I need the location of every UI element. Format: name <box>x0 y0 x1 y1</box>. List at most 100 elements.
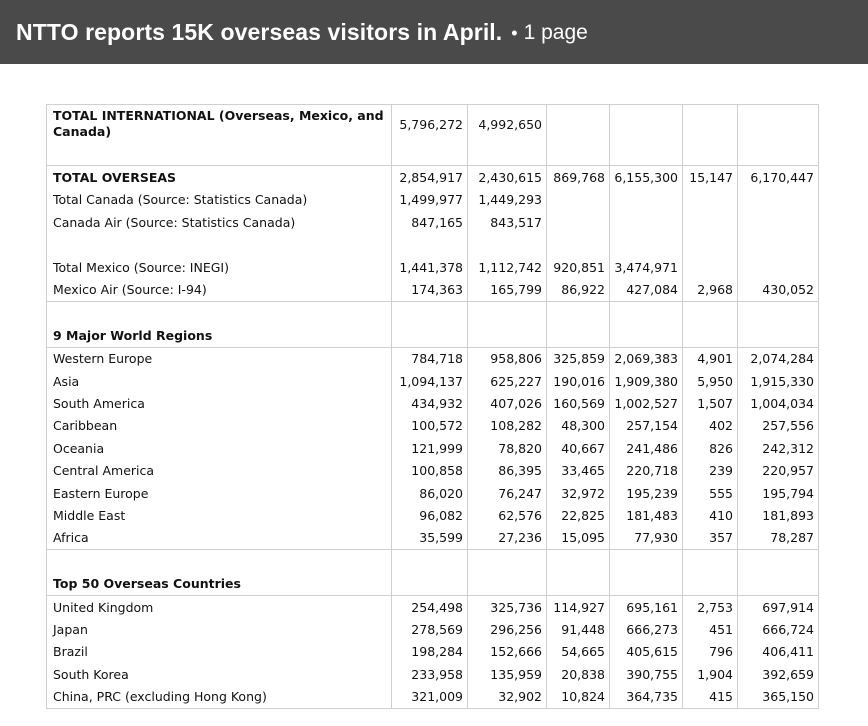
table-cell: 195,794 <box>737 481 819 505</box>
table-cell <box>682 572 738 596</box>
table-cell <box>737 233 819 256</box>
table-cell: 1,507 <box>682 392 738 415</box>
table-row: TOTAL INTERNATIONAL (Overseas, Mexico, a… <box>46 104 819 143</box>
table-row: Asia 1,094,137 625,227 190,016 1,909,380 5,95… <box>46 369 819 393</box>
row-label: Africa <box>46 526 392 550</box>
table-cell: 296,256 <box>467 618 547 641</box>
table-cell: 2,753 <box>682 594 738 619</box>
table-cell <box>609 188 683 212</box>
table-cell: 4,992,650 <box>467 104 547 143</box>
table-cell: 86,395 <box>467 459 547 482</box>
table-cell: 325,736 <box>467 594 547 619</box>
table-cell <box>391 300 468 325</box>
table-cell: 190,016 <box>546 369 610 393</box>
table-row: TOTAL OVERSEAS 2,854,917 2,430,615 869,768 6… <box>46 165 819 189</box>
table-cell: 32,902 <box>467 685 547 709</box>
table-cell <box>682 549 738 573</box>
table-cell: 22,825 <box>546 504 610 527</box>
row-label: Mexico Air (Source: I-94) <box>46 278 392 302</box>
row-label: TOTAL INTERNATIONAL (Overseas, Mexico, a… <box>46 104 392 143</box>
table-cell: 1,915,330 <box>737 369 819 393</box>
table-cell: 15,147 <box>682 165 738 189</box>
table-cell: 160,569 <box>546 392 610 415</box>
table-cell <box>737 572 819 596</box>
title-bar: NTTO reports 15K overseas visitors in Ap… <box>0 0 868 64</box>
table-cell: 40,667 <box>546 437 610 460</box>
row-label: Caribbean <box>46 414 392 438</box>
table-cell: 451 <box>682 618 738 641</box>
table-cell: 33,465 <box>546 459 610 482</box>
table-cell: 402 <box>682 414 738 438</box>
row-label: Total Canada (Source: Statistics Canada) <box>46 188 392 212</box>
table-cell: 555 <box>682 481 738 505</box>
table-cell: 198,284 <box>391 640 468 663</box>
table-row: 9 Major World Regions <box>46 324 819 348</box>
table-cell <box>546 104 610 143</box>
table-row: Oceania 121,999 78,820 40,667 241,486 826 242,… <box>46 437 819 460</box>
table-cell: 239 <box>682 459 738 482</box>
table-cell: 826 <box>682 437 738 460</box>
table-cell: 5,950 <box>682 369 738 393</box>
table-cell: 325,859 <box>546 346 610 370</box>
table-cell: 847,165 <box>391 211 468 234</box>
row-label: United Kingdom <box>46 594 392 619</box>
row-label: Brazil <box>46 640 392 663</box>
table-cell: 2,074,284 <box>737 346 819 370</box>
table-cell: 784,718 <box>391 346 468 370</box>
table-cell <box>737 143 819 166</box>
table-cell: 20,838 <box>546 662 610 686</box>
table-cell: 96,082 <box>391 504 468 527</box>
table-cell: 3,474,971 <box>609 255 683 279</box>
table-cell: 2,430,615 <box>467 165 547 189</box>
table-cell: 135,959 <box>467 662 547 686</box>
table-cell: 114,927 <box>546 594 610 619</box>
table-cell <box>467 233 547 256</box>
table-cell: 1,002,527 <box>609 392 683 415</box>
table-cell <box>609 143 683 166</box>
table-cell: 666,273 <box>609 618 683 641</box>
row-label: 9 Major World Regions <box>46 324 392 348</box>
table-cell <box>467 300 547 325</box>
table-cell: 48,300 <box>546 414 610 438</box>
table-row: Caribbean 100,572 108,282 48,300 257,154 402 2… <box>46 414 819 438</box>
table-cell: 406,411 <box>737 640 819 663</box>
table-cell: 86,020 <box>391 481 468 505</box>
table-cell: 257,556 <box>737 414 819 438</box>
table-cell <box>546 233 610 256</box>
row-label: Oceania <box>46 437 392 460</box>
table-cell: 27,236 <box>467 526 547 550</box>
table-cell <box>737 300 819 325</box>
table-cell: 181,893 <box>737 504 819 527</box>
table-cell: 108,282 <box>467 414 547 438</box>
table-cell: 869,768 <box>546 165 610 189</box>
table-cell: 1,499,977 <box>391 188 468 212</box>
table-cell: 364,735 <box>609 685 683 709</box>
table-cell <box>391 324 468 348</box>
table-cell: 390,755 <box>609 662 683 686</box>
row-label: Middle East <box>46 504 392 527</box>
table-cell: 91,448 <box>546 618 610 641</box>
table-cell: 10,824 <box>546 685 610 709</box>
row-label <box>46 143 392 166</box>
table-cell: 32,972 <box>546 481 610 505</box>
table-cell: 321,009 <box>391 685 468 709</box>
table-cell: 278,569 <box>391 618 468 641</box>
table-cell: 76,247 <box>467 481 547 505</box>
table-cell <box>737 104 819 143</box>
document-title: NTTO reports 15K overseas visitors in Ap… <box>16 18 503 45</box>
table-cell: 410 <box>682 504 738 527</box>
table-cell: 78,287 <box>737 526 819 550</box>
table-cell <box>609 549 683 573</box>
table-cell <box>609 300 683 325</box>
table-row: Western Europe 784,718 958,806 325,859 2,069… <box>46 346 819 370</box>
table-cell <box>609 211 683 234</box>
table-cell <box>391 549 468 573</box>
table-cell <box>682 255 738 279</box>
table-cell: 920,851 <box>546 255 610 279</box>
row-label <box>46 300 392 325</box>
table-cell: 242,312 <box>737 437 819 460</box>
row-label: Western Europe <box>46 346 392 370</box>
table-cell <box>546 211 610 234</box>
spacer-row <box>46 549 819 573</box>
table-row: Total Canada (Source: Statistics Canada)… <box>46 188 819 212</box>
